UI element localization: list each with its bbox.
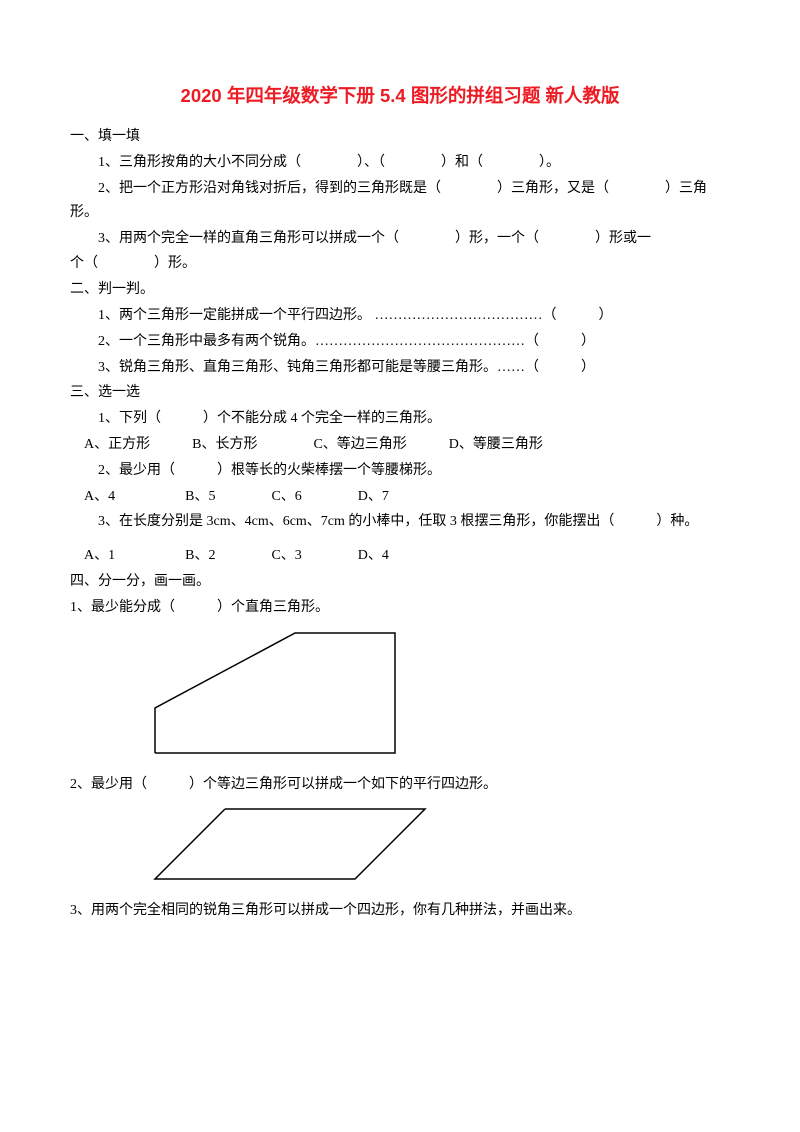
section-2-head: 二、判一判。 (70, 278, 730, 302)
q-3-2: 2、最少用（ ）根等长的火柴棒摆一个等腰梯形。 (70, 459, 730, 483)
q-4-2: 2、最少用（ ）个等边三角形可以拼成一个如下的平行四边形。 (70, 773, 730, 797)
q-1-1: 1、三角形按角的大小不同分成（ ）、（ ）和（ ）。 (70, 151, 730, 175)
q-2-1: 1、两个三角形一定能拼成一个平行四边形。 ………………………………（ ） (70, 304, 730, 328)
q-1-3-b: 个（ ）形。 (70, 252, 730, 276)
worksheet-page: 2020 年四年级数学下册 5.4 图形的拼组习题 新人教版 一、填一填 1、三… (0, 0, 800, 985)
q-4-1: 1、最少能分成（ ）个直角三角形。 (70, 596, 730, 620)
section-3-head: 三、选一选 (70, 381, 730, 405)
q-3-1: 1、下列（ ）个不能分成 4 个完全一样的三角形。 (70, 407, 730, 431)
q-1-2: 2、把一个正方形沿对角钱对折后，得到的三角形既是（ ）三角形，又是（ ）三角形。 (70, 177, 730, 225)
q-1-3-a: 3、用两个完全一样的直角三角形可以拼成一个（ ）形，一个（ ）形或一 (70, 227, 730, 251)
trapezoid-svg (150, 628, 410, 763)
q-4-3: 3、用两个完全相同的锐角三角形可以拼成一个四边形，你有几种拼法，并画出来。 (70, 899, 730, 923)
parallelogram-figure (150, 804, 730, 889)
parallelogram-svg (150, 804, 440, 889)
trapezoid-figure (150, 628, 730, 763)
section-4-head: 四、分一分，画一画。 (70, 570, 730, 594)
page-title: 2020 年四年级数学下册 5.4 图形的拼组习题 新人教版 (70, 80, 730, 111)
q-3-1-options: A、正方形 B、长方形 C、等边三角形 D、等腰三角形 (70, 433, 730, 457)
q-3-2-options: A、4 B、5 C、6 D、7 (70, 485, 730, 509)
q-2-2: 2、一个三角形中最多有两个锐角。………………………………………（ ） (70, 330, 730, 354)
section-1-head: 一、填一填 (70, 125, 730, 149)
q-2-3: 3、锐角三角形、直角三角形、钝角三角形都可能是等腰三角形。……（ ） (70, 356, 730, 380)
q-3-3-options: A、1 B、2 C、3 D、4 (70, 544, 730, 568)
q-3-3: 3、在长度分别是 3cm、4cm、6cm、7cm 的小棒中，任取 3 根摆三角形… (70, 510, 730, 534)
spacer (70, 536, 730, 542)
